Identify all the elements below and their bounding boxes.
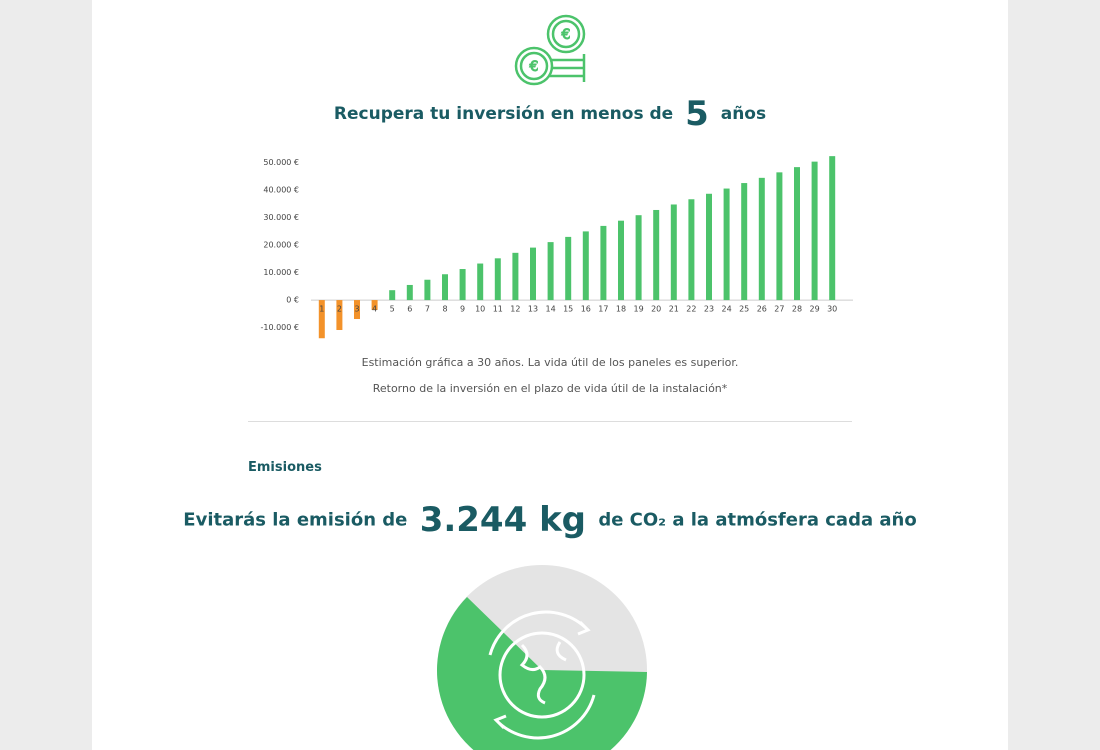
x-tick-label: 2 (337, 305, 342, 314)
x-tick-label: 9 (460, 305, 465, 314)
x-tick-label: 18 (616, 305, 626, 314)
x-tick-label: 6 (407, 305, 412, 314)
bar (741, 183, 748, 301)
x-tick-label: 23 (704, 305, 714, 314)
bar (547, 242, 554, 301)
bar (670, 204, 677, 301)
bar (389, 290, 396, 301)
x-tick-label: 4 (372, 305, 377, 314)
bar (354, 300, 360, 320)
bar (811, 161, 818, 301)
bar (794, 167, 800, 301)
bar (706, 193, 712, 301)
x-tick-label: 30 (827, 305, 837, 314)
x-tick-label: 27 (774, 305, 784, 314)
x-tick-label: 11 (493, 305, 503, 314)
bar (776, 172, 783, 301)
bar (424, 279, 431, 301)
x-tick-label: 14 (546, 305, 556, 314)
y-tick-label: 30.000 € (263, 213, 299, 222)
heading-highlight: 3.244 kg (419, 500, 587, 540)
y-tick-label: -10.000 € (260, 323, 299, 332)
x-tick-label: 26 (757, 305, 767, 314)
x-tick-label: 1 (319, 305, 324, 314)
bar (565, 236, 572, 301)
chart: -10.000 € 0 € 10.000 € 20.000 € 30.000 € 40.0… (260, 156, 853, 339)
bar (618, 220, 624, 301)
bar (635, 215, 642, 301)
bar (371, 300, 378, 310)
investment-heading: Recupera tu inversión en menos de 5 años (0, 94, 1100, 134)
heading-text: de CO₂ a la atmósfera cada año (598, 509, 917, 531)
bar (653, 209, 660, 301)
x-tick-label: 3 (354, 305, 359, 314)
divider (248, 421, 852, 422)
bar (336, 300, 343, 331)
bar (688, 199, 695, 301)
bar (829, 156, 836, 301)
section-title: Emisiones (248, 460, 322, 475)
x-tick-label: 8 (442, 305, 447, 314)
heading-text: años (720, 104, 767, 124)
coins-icon: € € (514, 14, 586, 86)
chart-note: Retorno de la inversión en el plazo de v… (372, 382, 728, 395)
heading-text: Evitarás la emisión de (183, 509, 408, 531)
x-tick-label: 5 (390, 305, 395, 314)
x-tick-label: 22 (686, 305, 696, 314)
x-tick-label: 25 (739, 305, 749, 314)
emissions-heading: Evitarás la emisión de 3.244 kg de CO₂ a… (0, 500, 1100, 540)
bar (406, 284, 413, 301)
svg-text:€: € (530, 59, 539, 75)
bar (318, 300, 325, 339)
y-tick-label: 50.000 € (263, 158, 299, 167)
y-tick-label: 0 € (286, 296, 299, 305)
x-tick-label: 7 (425, 305, 430, 314)
bar (442, 274, 448, 301)
x-tick-label: 21 (669, 305, 679, 314)
x-tick-label: 24 (722, 305, 732, 314)
x-tick-label: 20 (651, 305, 661, 314)
x-tick-label: 12 (510, 305, 520, 314)
bar (600, 225, 607, 301)
y-tick-label: 20.000 € (263, 241, 299, 250)
globe-graphic (437, 565, 647, 750)
heading-highlight: 5 (685, 94, 709, 134)
bar (459, 269, 466, 301)
x-tick-label: 13 (528, 305, 538, 314)
bar (758, 177, 765, 301)
x-tick-label: 29 (810, 305, 820, 314)
chart-note: Estimación gráfica a 30 años. La vida út… (361, 356, 739, 369)
bar (582, 231, 589, 301)
x-tick-label: 17 (598, 305, 608, 314)
x-tick-label: 10 (475, 305, 485, 314)
bar (723, 188, 730, 301)
bar (530, 247, 536, 301)
y-tick-label: 40.000 € (263, 186, 299, 195)
x-tick-label: 15 (563, 305, 573, 314)
bar (494, 258, 501, 301)
bar (512, 252, 519, 301)
bar (477, 263, 484, 301)
x-tick-label: 28 (792, 305, 802, 314)
svg-text:€: € (562, 27, 571, 43)
x-tick-label: 19 (634, 305, 644, 314)
y-tick-label: 10.000 € (263, 268, 299, 277)
x-tick-label: 16 (581, 305, 591, 314)
heading-text: Recupera tu inversión en menos de (333, 104, 674, 124)
